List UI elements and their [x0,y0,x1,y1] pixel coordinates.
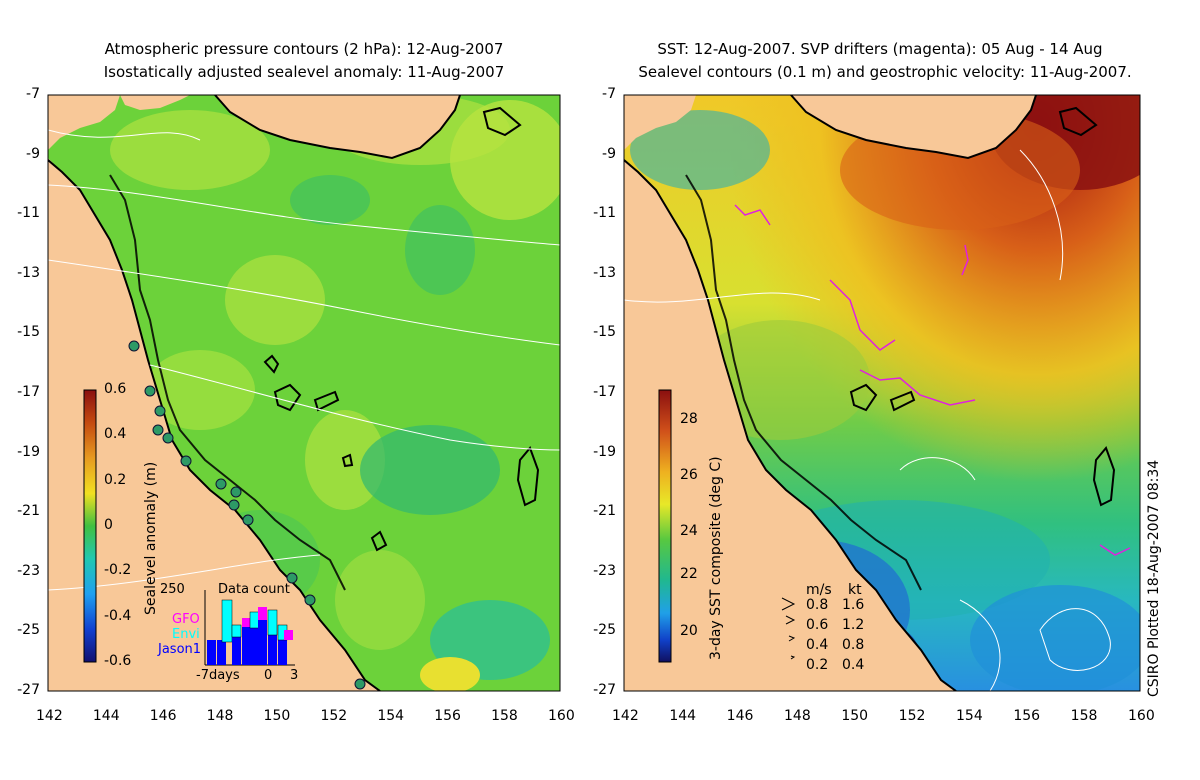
right-land-australia [624,160,956,691]
left-colorbar-tick: 0.4 [104,426,127,443]
left-colorbar [83,389,97,663]
right-colorbar [658,389,672,663]
lat-tick-label: -11 [593,205,616,222]
left-land-png-west [48,95,120,150]
data-count-bars [207,599,293,665]
left-colorbar-tick: -0.2 [104,562,132,579]
right-title-line1: SST: 12-Aug-2007. SVP drifters (magenta)… [657,40,1103,58]
lat-tick-label: -21 [17,503,40,520]
lon-tick-label: 146 [149,708,177,724]
velocity-ms: 0.6 [806,617,829,633]
lat-tick-label: -27 [17,682,40,698]
right-colorbar-tick: 26 [680,467,698,483]
velocity-kt: 1.6 [842,597,865,613]
left-title-line1: Atmospheric pressure contours (2 hPa): 1… [104,40,504,58]
left-colorbar-tick: 0.6 [104,381,127,397]
data-count-x-3: 3 [290,668,299,683]
data-count-chart [204,590,295,666]
lat-tick-label: -17 [593,384,616,400]
lat-tick-label: -27 [593,682,616,698]
velocity-ms: 0.8 [806,597,829,613]
data-count-title: Data count [218,582,290,597]
velocity-legend-arrows [781,597,796,660]
velocity-ms: 0.2 [806,657,829,673]
left-land-australia [48,95,380,691]
lat-tick-label: -9 [602,145,616,162]
lon-tick-label: 142 [36,708,63,724]
lat-tick-label: -25 [593,622,616,639]
lat-tick-label: -7 [26,86,40,102]
lon-tick-label: 148 [784,708,811,724]
lon-tick-label: 144 [669,708,697,724]
lat-tick-label: -25 [17,622,40,639]
lon-tick-label: 154 [956,708,983,724]
right-title-line2: Sealevel contours (0.1 m) and geostrophi… [638,63,1132,81]
left-colorbar-tick: -0.6 [104,653,132,669]
velocity-header-kt: kt [848,582,862,598]
lon-tick-label: 158 [1070,708,1098,724]
lat-tick-label: -21 [593,503,616,520]
data-count-ymax: 250 [160,582,185,597]
lon-tick-label: 152 [320,708,348,724]
lat-tick-label: -23 [17,562,40,579]
right-colorbar-label: 3-day SST composite (deg C) [708,456,724,660]
lat-tick-label: -19 [593,443,616,460]
lon-tick-label: 160 [548,708,575,724]
lon-tick-label: 146 [726,708,754,724]
right-colorbar-tick: 22 [680,566,698,582]
left-colorbar-label: Sealevel anomaly (m) [143,461,159,615]
velocity-header-ms: m/s [806,582,832,598]
data-count-x-0: 0 [264,668,273,683]
velocity-kt: 0.4 [842,657,865,673]
data-count-x-days: -7days [196,668,240,683]
plot-credit: CSIRO Plotted 18-Aug-2007 08:34 [1146,459,1162,697]
legend-envi: Envi [172,627,200,642]
lat-tick-label: -13 [593,264,616,281]
lon-tick-label: 150 [841,708,869,724]
velocity-kt: 1.2 [842,617,865,633]
velocity-ms: 0.4 [806,637,829,653]
right-colorbar-tick: 24 [680,523,698,539]
lat-tick-label: -15 [593,324,616,341]
lat-tick-label: -9 [26,145,40,162]
velocity-kt: 0.8 [842,637,865,653]
lat-tick-label: -15 [17,324,40,341]
lon-tick-label: 152 [898,708,926,724]
lat-tick-label: -23 [593,562,616,579]
lat-tick-label: -17 [17,384,40,400]
lon-tick-label: 148 [206,708,234,724]
left-map-content [48,95,560,691]
lat-tick-label: -19 [17,443,40,460]
lon-tick-label: 156 [434,708,461,724]
lon-tick-label: 142 [612,708,639,724]
lon-tick-label: 150 [263,708,291,724]
lon-tick-label: 154 [377,708,405,724]
left-land-png [215,95,460,158]
legend-gfo: GFO [172,612,200,627]
lat-tick-label: -7 [602,86,616,102]
left-colorbar-tick: 0.2 [104,471,127,488]
lon-tick-label: 156 [1013,708,1041,724]
right-colorbar-tick: 20 [680,623,698,639]
lon-tick-label: 158 [491,708,518,724]
lon-tick-label: 160 [1128,708,1155,724]
legend-jason1: Jason1 [158,642,202,657]
right-map-content [624,95,1140,691]
left-colorbar-tick: 0 [104,517,113,533]
lat-tick-label: -13 [17,264,40,281]
right-colorbar-tick: 28 [680,411,698,427]
lat-tick-label: -11 [17,205,40,222]
left-title-line2: Isostatically adjusted sealevel anomaly:… [103,63,505,81]
lon-tick-label: 144 [92,708,120,724]
left-colorbar-tick: -0.4 [104,607,132,624]
